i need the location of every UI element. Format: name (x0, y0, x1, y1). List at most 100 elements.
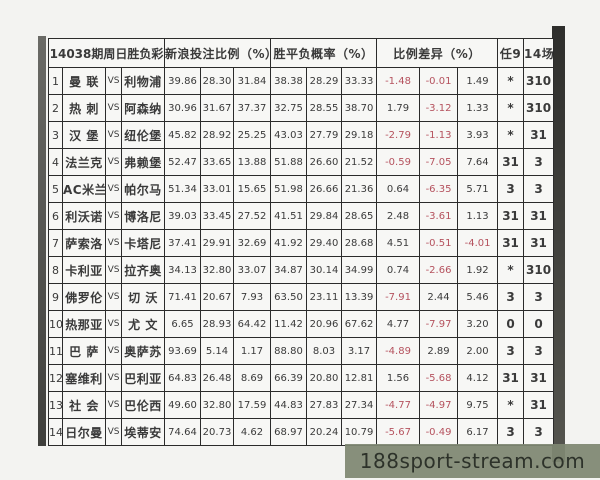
home-team: 汉 堡 (62, 121, 106, 149)
sina-ratio-loss: 8.69 (233, 364, 271, 392)
sina-ratio-loss: 17.59 (233, 391, 271, 419)
ren9-value: * (497, 256, 525, 284)
c14-value: 31 (523, 229, 555, 257)
match-number: 12 (48, 364, 63, 392)
ren9-value: 3 (497, 283, 525, 311)
probability-win: 66.39 (270, 364, 307, 392)
ren9-value: 31 (497, 364, 525, 392)
ren9-value: 3 (497, 175, 525, 203)
probability-draw: 20.80 (306, 364, 342, 392)
probability-loss: 67.62 (340, 310, 378, 338)
probability-draw: 26.60 (306, 148, 342, 176)
probability-loss: 33.33 (340, 67, 378, 95)
c14-value: 3 (523, 148, 555, 176)
home-team: 法兰克 (62, 148, 106, 176)
probability-loss: 10.79 (340, 418, 378, 446)
diff-loss: 9.75 (457, 391, 499, 419)
sina-ratio-loss: 4.62 (233, 418, 271, 446)
diff-win: 1.79 (376, 94, 421, 122)
diff-draw: -3.61 (419, 202, 459, 230)
probability-draw: 20.96 (306, 310, 342, 338)
probability-win: 88.80 (270, 337, 307, 365)
sina-ratio-draw: 20.67 (200, 283, 234, 311)
match-row: 8 卡利亚 VS 拉齐奥 34.13 32.80 33.07 34.87 30.14 34.99 0… (48, 256, 555, 284)
vs-label: VS (105, 310, 122, 338)
diff-win: 0.64 (376, 175, 421, 203)
diff-loss: 3.20 (457, 310, 499, 338)
probability-draw: 28.29 (306, 67, 342, 95)
diff-draw: -4.97 (419, 391, 459, 419)
vs-label: VS (105, 283, 122, 311)
match-number: 9 (48, 283, 63, 311)
diff-draw: 2.44 (419, 283, 459, 311)
sina-ratio-draw: 28.92 (200, 121, 234, 149)
vs-label: VS (105, 121, 122, 149)
col-header-ren9: 任9 (497, 38, 525, 68)
ren9-value: * (497, 391, 525, 419)
diff-loss: 5.71 (457, 175, 499, 203)
diff-win: 0.74 (376, 256, 421, 284)
away-team: 拉齐奥 (121, 256, 165, 284)
vs-label: VS (105, 364, 122, 392)
away-team: 奥萨苏 (121, 337, 165, 365)
c14-value: 31 (523, 121, 555, 149)
probability-win: 11.42 (270, 310, 307, 338)
diff-loss: -4.01 (457, 229, 499, 257)
c14-value: 31 (523, 364, 555, 392)
probability-win: 32.75 (270, 94, 307, 122)
diff-draw: -7.97 (419, 310, 459, 338)
diff-loss: 1.49 (457, 67, 499, 95)
probability-win: 51.98 (270, 175, 307, 203)
probability-loss: 3.17 (340, 337, 378, 365)
probability-loss: 34.99 (340, 256, 378, 284)
diff-loss: 4.12 (457, 364, 499, 392)
probability-draw: 27.83 (306, 391, 342, 419)
col-group-diff: 比例差异（%） (376, 38, 499, 68)
match-row: 10 热那亚 VS 尤 文 6.65 28.93 64.42 11.42 20.96 67.62 4… (48, 310, 555, 338)
sina-ratio-draw: 33.65 (200, 148, 234, 176)
diff-win: 1.56 (376, 364, 421, 392)
diff-win: -2.79 (376, 121, 421, 149)
home-team: 热 刺 (62, 94, 106, 122)
match-number: 1 (48, 67, 63, 95)
probability-win: 43.03 (270, 121, 307, 149)
diff-loss: 5.46 (457, 283, 499, 311)
diff-draw: 2.89 (419, 337, 459, 365)
away-team: 卡塔尼 (121, 229, 165, 257)
sina-ratio-loss: 33.07 (233, 256, 271, 284)
match-row: 13 社 会 VS 巴伦西 49.60 32.80 17.59 44.83 27.83 27.34… (48, 391, 555, 419)
probability-draw: 28.55 (306, 94, 342, 122)
sina-ratio-win: 37.41 (164, 229, 201, 257)
vs-label: VS (105, 94, 122, 122)
probability-loss: 29.18 (340, 121, 378, 149)
diff-loss: 7.64 (457, 148, 499, 176)
diff-win: -4.89 (376, 337, 421, 365)
away-team: 巴伦西 (121, 391, 165, 419)
vs-label: VS (105, 175, 122, 203)
match-row: 7 萨索洛 VS 卡塔尼 37.41 29.91 32.69 41.92 29.40 28.68 4… (48, 229, 555, 257)
header-row: 14038期周日胜负彩 新浪投注比例（%） 胜平负概率（%） 比例差异（%） 任… (48, 38, 555, 68)
c14-value: 310 (523, 94, 555, 122)
away-team: 埃蒂安 (121, 418, 165, 446)
sina-ratio-draw: 31.67 (200, 94, 234, 122)
match-number: 11 (48, 337, 63, 365)
home-team: 巴 萨 (62, 337, 106, 365)
probability-win: 34.87 (270, 256, 307, 284)
diff-win: 4.51 (376, 229, 421, 257)
home-team: 佛罗伦 (62, 283, 106, 311)
home-team: 热那亚 (62, 310, 106, 338)
sina-ratio-win: 93.69 (164, 337, 201, 365)
away-team: 纽伦堡 (121, 121, 165, 149)
vs-label: VS (105, 229, 122, 257)
probability-loss: 28.65 (340, 202, 378, 230)
match-number: 14 (48, 418, 63, 446)
sina-ratio-draw: 33.01 (200, 175, 234, 203)
diff-draw: -0.49 (419, 418, 459, 446)
sina-ratio-draw: 5.14 (200, 337, 234, 365)
match-number: 8 (48, 256, 63, 284)
probability-draw: 30.14 (306, 256, 342, 284)
ren9-value: * (497, 121, 525, 149)
match-number: 10 (48, 310, 63, 338)
